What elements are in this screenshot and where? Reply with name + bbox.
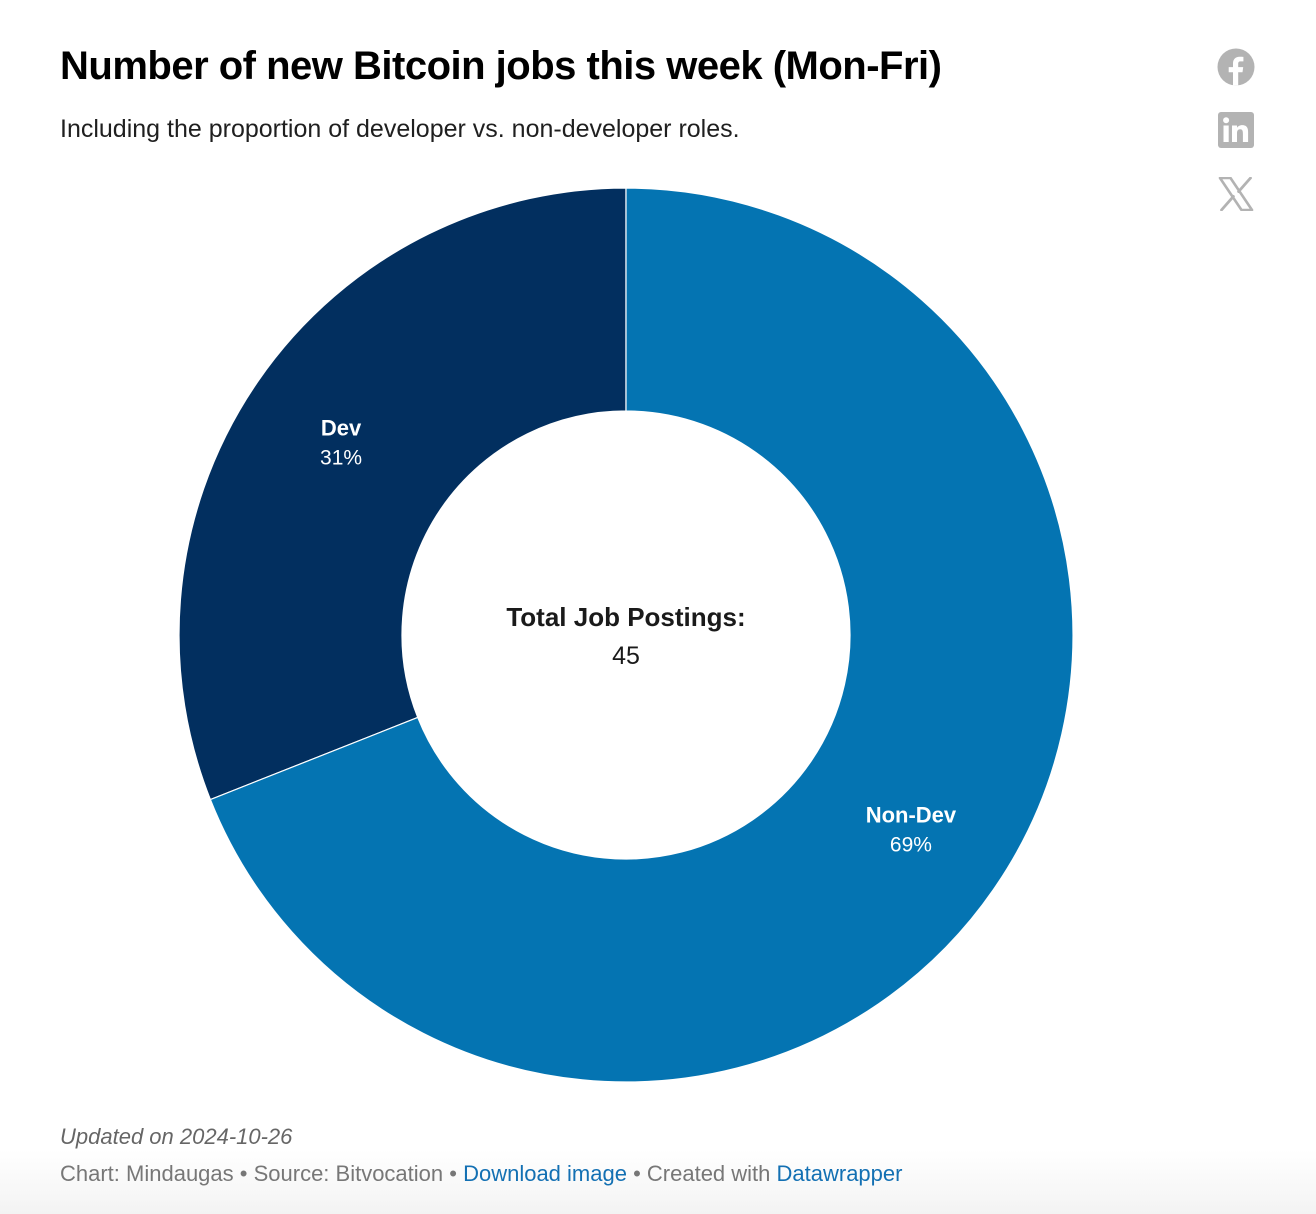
separator: • xyxy=(443,1161,464,1186)
chart-source: Source: Bitvocation xyxy=(253,1161,444,1186)
separator: • xyxy=(233,1161,254,1186)
download-image-link[interactable]: Download image xyxy=(463,1161,627,1186)
center-value: 45 xyxy=(612,642,640,670)
center-label: Total Job Postings: xyxy=(506,602,745,632)
updated-date: Updated on 2024-10-26 xyxy=(60,1124,293,1149)
datawrapper-link[interactable]: Datawrapper xyxy=(776,1161,903,1186)
linkedin-icon xyxy=(1218,112,1254,148)
footer-credits: Chart: Mindaugas • Source: Bitvocation •… xyxy=(60,1161,902,1187)
share-facebook-button[interactable] xyxy=(1214,45,1258,89)
chart-title: Number of new Bitcoin jobs this week (Mo… xyxy=(60,44,942,88)
created-with-text: Created with xyxy=(646,1161,777,1186)
facebook-icon xyxy=(1217,48,1255,86)
slice-dev[interactable] xyxy=(178,187,627,801)
separator: • xyxy=(626,1161,647,1186)
slice-non-dev[interactable] xyxy=(209,187,1074,1083)
share-x-button[interactable] xyxy=(1214,172,1258,216)
x-icon xyxy=(1218,177,1254,211)
share-linkedin-button[interactable] xyxy=(1214,108,1258,152)
chart-subtitle: Including the proportion of developer vs… xyxy=(60,115,740,143)
chart-author: Chart: Mindaugas xyxy=(60,1161,234,1186)
